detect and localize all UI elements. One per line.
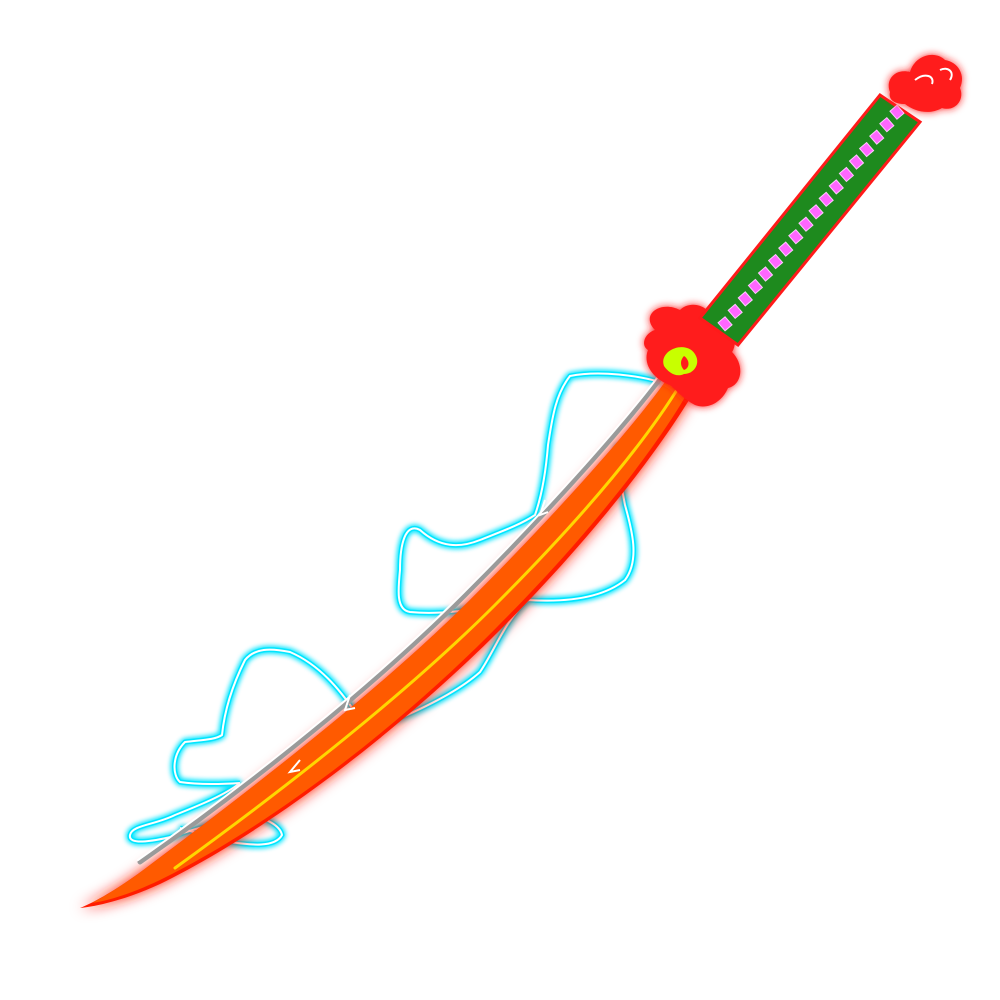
handle-diamond [879, 116, 895, 133]
tsuka-handle [697, 92, 923, 348]
handle-diamond [798, 216, 814, 232]
kashira-pommel [888, 54, 963, 112]
aura-outline [127, 371, 661, 848]
handle-wrap-diamonds [717, 104, 905, 332]
handle-diamond [767, 253, 784, 270]
handle-diamond [858, 141, 875, 158]
handle-diamond [757, 266, 774, 282]
handle-diamond [747, 278, 764, 295]
handle-diamond [717, 316, 733, 332]
blade [80, 365, 695, 908]
handle-diamond [869, 129, 885, 145]
handle-diamond [848, 154, 865, 170]
handle-diamond [778, 241, 794, 257]
handle-diamond [788, 228, 804, 245]
handle-diamond [727, 303, 743, 320]
handle-diamond [828, 179, 844, 195]
handle-diamond [808, 204, 824, 220]
handle-diamond [838, 166, 855, 183]
handle-diamond [818, 191, 834, 208]
handle-diamond [737, 291, 753, 307]
handle-diamond [889, 104, 905, 120]
